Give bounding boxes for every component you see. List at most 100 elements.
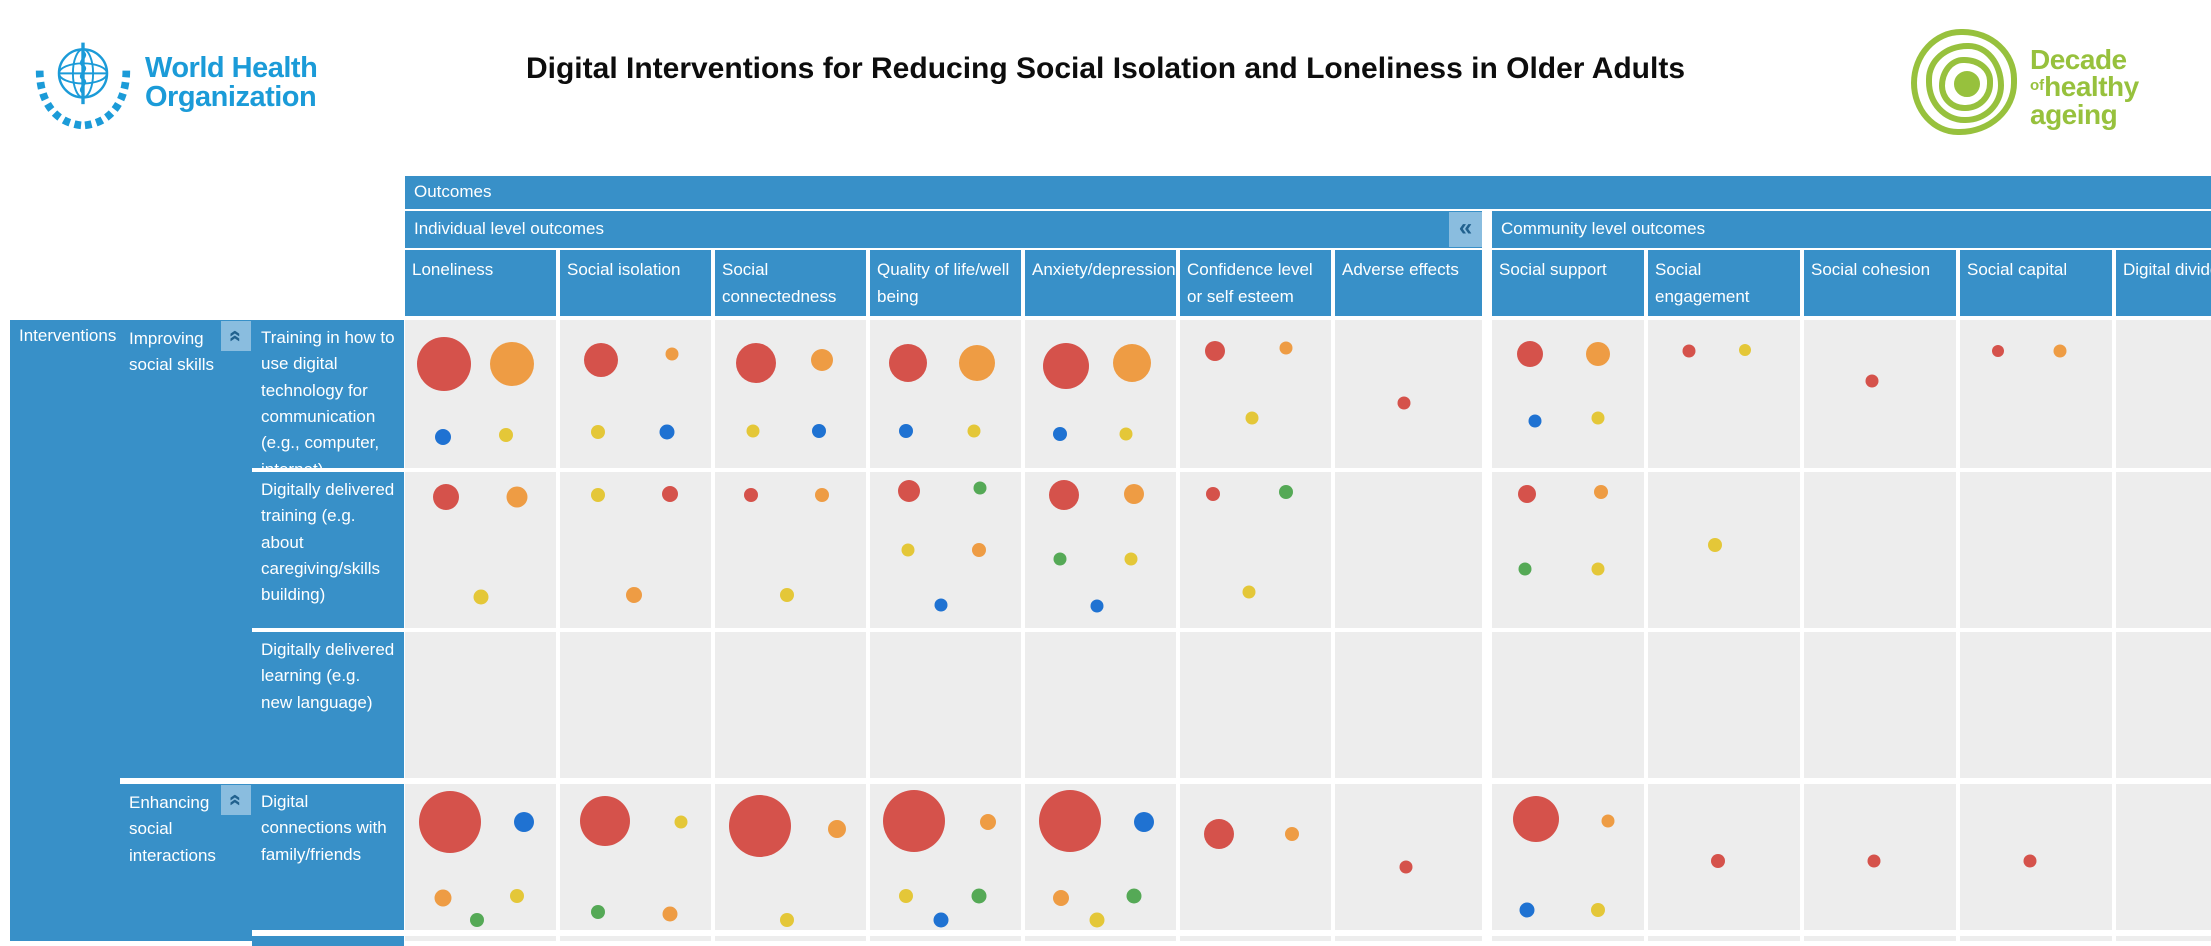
evidence-bubble-yellow[interactable] [901,543,915,557]
evidence-bubble-red[interactable] [1517,341,1543,368]
evidence-bubble-yellow[interactable] [509,889,524,904]
evidence-bubble-blue[interactable] [1052,426,1067,441]
matrix-cell-digitally-delivered-training-e-g-about-c-social-capital [1960,472,2112,628]
evidence-bubble-blue[interactable] [1090,599,1104,613]
evidence-bubble-orange[interactable] [665,347,679,361]
evidence-bubble-red[interactable] [417,337,472,392]
evidence-bubble-blue[interactable] [934,598,948,612]
evidence-bubble-blue[interactable] [514,811,535,832]
evidence-bubble-orange[interactable] [1594,485,1609,500]
evidence-bubble-blue[interactable] [434,428,451,445]
evidence-bubble-blue[interactable] [659,424,675,440]
evidence-bubble-red[interactable] [1042,342,1089,389]
evidence-bubble-orange[interactable] [979,813,996,830]
evidence-bubble-yellow[interactable] [1591,562,1605,576]
evidence-bubble-red[interactable] [1399,860,1413,874]
evidence-bubble-yellow[interactable] [1089,912,1105,928]
evidence-bubble-green[interactable] [590,905,605,920]
evidence-bubble-red[interactable] [1992,345,2004,358]
evidence-bubble-red[interactable] [1865,374,1879,388]
evidence-bubble-yellow[interactable] [590,488,605,503]
evidence-bubble-yellow[interactable] [1124,552,1138,566]
evidence-bubble-red[interactable] [1049,480,1080,511]
evidence-bubble-yellow[interactable] [746,424,760,438]
evidence-bubble-orange[interactable] [1601,814,1615,827]
matrix-cell-digitally-delivered-learning-e-g-new-lan-digital-divide [2116,632,2211,778]
evidence-bubble-blue[interactable] [933,912,949,928]
evidence-bubble-red[interactable] [729,795,792,858]
evidence-bubble-yellow[interactable] [1707,538,1722,553]
evidence-bubble-green[interactable] [1053,552,1067,566]
evidence-bubble-red[interactable] [1039,789,1102,852]
collapse-row-group-enhancing-social-interactions-button[interactable]: « [221,785,251,815]
evidence-bubble-orange[interactable] [828,820,847,839]
evidence-bubble-red[interactable] [744,488,759,503]
evidence-bubble-orange[interactable] [2053,344,2067,358]
matrix-cell-digitally-delivered-learning-e-g-new-lan-social-cohesion [1804,632,1956,778]
evidence-bubble-yellow[interactable] [1739,343,1752,356]
evidence-bubble-yellow[interactable] [674,815,688,829]
evidence-bubble-orange[interactable] [625,587,642,604]
evidence-bubble-yellow[interactable] [1245,411,1259,425]
evidence-bubble-yellow[interactable] [499,428,514,443]
evidence-bubble-red[interactable] [583,342,618,377]
evidence-bubble-orange[interactable] [1113,343,1152,382]
evidence-bubble-red[interactable] [1682,344,1696,358]
evidence-bubble-red[interactable] [1867,854,1881,868]
evidence-bubble-red[interactable] [662,485,679,502]
evidence-bubble-yellow[interactable] [1119,427,1133,441]
evidence-bubble-orange[interactable] [811,348,834,371]
evidence-bubble-red[interactable] [882,789,945,852]
evidence-bubble-orange[interactable] [1284,826,1299,841]
evidence-bubble-blue[interactable] [899,424,914,438]
evidence-bubble-orange[interactable] [662,906,678,922]
evidence-bubble-red[interactable] [888,343,927,382]
evidence-bubble-yellow[interactable] [473,589,488,605]
evidence-bubble-orange[interactable] [1279,341,1293,355]
evidence-bubble-blue[interactable] [1519,902,1535,918]
evidence-bubble-yellow[interactable] [1591,411,1605,425]
evidence-bubble-orange[interactable] [971,543,986,557]
evidence-bubble-red[interactable] [1206,486,1221,501]
evidence-bubble-orange[interactable] [490,342,535,387]
evidence-bubble-green[interactable] [1126,888,1142,904]
evidence-bubble-orange[interactable] [434,889,452,907]
evidence-bubble-orange[interactable] [1586,342,1611,367]
matrix-cell-training-in-how-to-use-digital-technolog-social-engagement [1648,320,1800,468]
evidence-bubble-orange[interactable] [959,344,996,381]
evidence-bubble-green[interactable] [470,912,485,927]
evidence-bubble-red[interactable] [1710,854,1725,869]
evidence-bubble-yellow[interactable] [780,588,795,603]
evidence-bubble-green[interactable] [1518,562,1532,576]
evidence-bubble-yellow[interactable] [967,424,981,438]
evidence-bubble-red[interactable] [580,795,631,846]
evidence-bubble-orange[interactable] [506,486,528,508]
evidence-bubble-orange[interactable] [815,488,830,503]
evidence-bubble-red[interactable] [898,479,921,502]
evidence-bubble-yellow[interactable] [590,425,605,440]
evidence-bubble-red[interactable] [2023,854,2037,868]
evidence-bubble-blue[interactable] [1134,811,1155,832]
evidence-bubble-blue[interactable] [1528,414,1542,428]
evidence-bubble-red[interactable] [432,483,459,510]
evidence-bubble-red[interactable] [1513,796,1560,843]
collapse-individual-columns-button[interactable]: « [1449,212,1482,247]
evidence-bubble-yellow[interactable] [780,912,795,927]
evidence-bubble-green[interactable] [1278,485,1293,500]
evidence-bubble-blue[interactable] [812,424,827,438]
evidence-bubble-yellow[interactable] [1242,585,1256,599]
evidence-bubble-orange[interactable] [1053,889,1070,906]
evidence-bubble-green[interactable] [973,481,987,495]
evidence-bubble-red[interactable] [1204,818,1235,849]
evidence-bubble-red[interactable] [1397,396,1411,410]
evidence-bubble-red[interactable] [735,342,776,383]
evidence-bubble-green[interactable] [971,888,987,904]
evidence-bubble-yellow[interactable] [1591,902,1606,917]
evidence-bubble-red[interactable] [1517,484,1536,503]
evidence-bubble-yellow[interactable] [899,889,914,904]
evidence-bubble-red[interactable] [1204,341,1225,362]
matrix-cell-digitally-delivered-training-e-g-about-c-loneliness [405,472,556,628]
evidence-bubble-red[interactable] [419,790,482,853]
evidence-bubble-orange[interactable] [1123,483,1144,504]
collapse-row-group-improving-social-skills-button[interactable]: « [221,321,251,351]
